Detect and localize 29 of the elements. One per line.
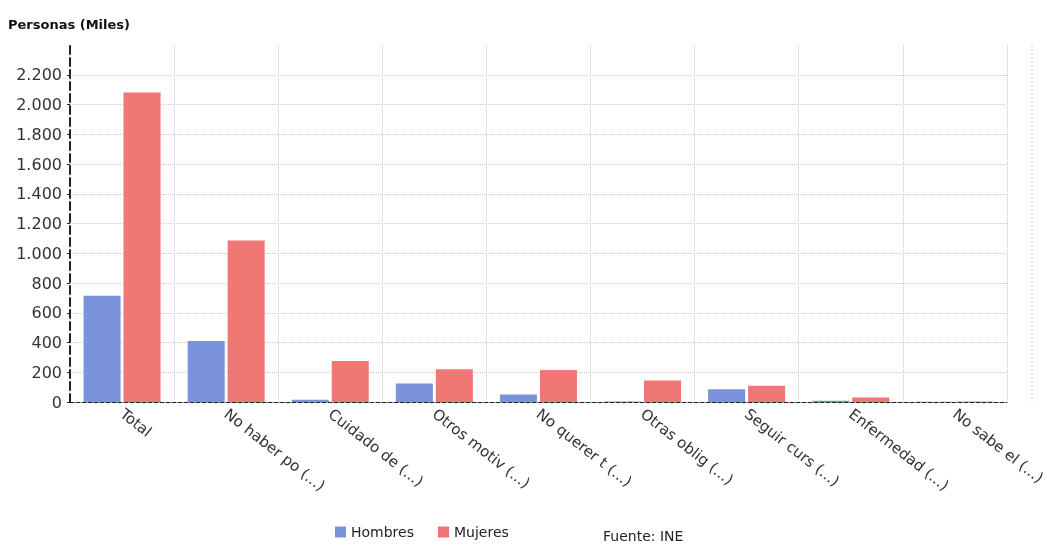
bar xyxy=(644,380,682,402)
y-tick-label: 1.800 xyxy=(16,124,62,144)
y-tick-label: 600 xyxy=(31,303,62,323)
y-tick-label: 400 xyxy=(31,333,62,352)
bar xyxy=(331,361,369,402)
y-tick-label: 2.200 xyxy=(16,65,62,85)
y-tick-label: 800 xyxy=(31,273,62,293)
y-tick-label: 1.400 xyxy=(16,184,62,204)
source-note: Fuente: INE xyxy=(603,528,684,544)
bar xyxy=(395,383,433,402)
bar xyxy=(708,389,746,402)
y-tick-label: 0 xyxy=(51,392,62,412)
y-tick-label: 200 xyxy=(31,362,62,382)
bar xyxy=(227,240,265,402)
bar xyxy=(187,341,225,402)
bar xyxy=(852,397,890,402)
bar xyxy=(748,385,786,402)
y-tick-label: 1.000 xyxy=(16,243,62,263)
bar xyxy=(499,394,537,402)
legend-label: Mujeres xyxy=(453,524,509,540)
legend-label: Hombres xyxy=(351,524,414,540)
bar xyxy=(83,295,121,402)
bar xyxy=(435,369,473,402)
y-tick-label: 1.200 xyxy=(16,214,62,233)
y-axis-title: Personas (Miles) xyxy=(8,17,131,32)
y-tick-label: 1.600 xyxy=(16,154,62,174)
bar xyxy=(123,92,161,402)
bar xyxy=(539,370,577,402)
y-tick-label: 2.000 xyxy=(16,95,62,114)
